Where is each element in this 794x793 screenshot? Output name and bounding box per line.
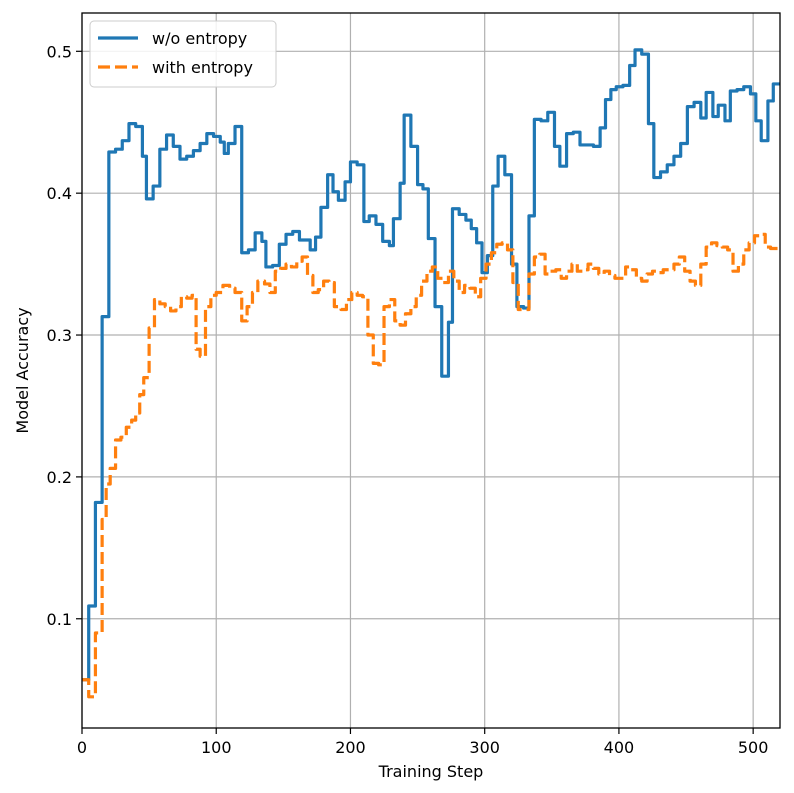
legend: w/o entropy with entropy (89, 20, 277, 88)
series-line-with-entropy (82, 232, 780, 699)
legend-label-wo-entropy: w/o entropy (152, 29, 247, 48)
x-axis: 0 100 200 300 400 500 (77, 728, 769, 757)
axes-frame (81, 12, 781, 729)
plot-area (82, 48, 780, 699)
y-axis-label: Model Accuracy (13, 307, 32, 433)
x-axis-label: Training Step (378, 762, 484, 781)
y-tick-label: 0.5 (47, 42, 72, 61)
legend-label-with-entropy: with entropy (152, 58, 253, 77)
x-tick-label: 100 (201, 738, 232, 757)
x-tick-label: 500 (738, 738, 769, 757)
y-tick-label: 0.1 (47, 610, 72, 629)
x-tick-label: 300 (469, 738, 500, 757)
x-tick-label: 200 (335, 738, 366, 757)
series-line-wo-entropy (82, 48, 780, 682)
y-tick-label: 0.3 (47, 326, 72, 345)
y-axis: 0.1 0.2 0.3 0.4 0.5 (47, 42, 82, 629)
y-tick-label: 0.2 (47, 468, 72, 487)
x-tick-label: 0 (77, 738, 87, 757)
x-tick-label: 400 (604, 738, 635, 757)
y-tick-label: 0.4 (47, 184, 72, 203)
